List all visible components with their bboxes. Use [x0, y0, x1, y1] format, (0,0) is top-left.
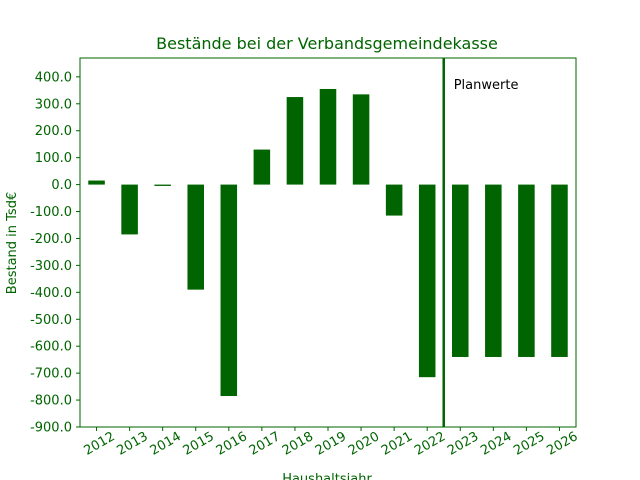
y-tick-label: -900.0: [30, 421, 72, 436]
bar-2023: [452, 184, 469, 357]
y-tick-label: 100.0: [35, 151, 72, 166]
y-tick-label: -700.0: [30, 367, 72, 382]
y-tick-label: -200.0: [30, 232, 72, 247]
bars-group: [88, 88, 568, 397]
x-tick-label-2016: 2016: [214, 429, 250, 459]
x-tick-label-2022: 2022: [412, 429, 448, 459]
x-tick-label-2024: 2024: [478, 429, 514, 459]
x-axis-label: Haushaltsjahr: [282, 472, 372, 480]
bar-2013: [121, 184, 138, 235]
x-tick-label-2018: 2018: [280, 429, 316, 459]
bar-2015: [187, 184, 204, 290]
x-tick-label-2020: 2020: [346, 429, 382, 459]
y-axis-label: Bestand in Tsd€: [5, 192, 20, 294]
bar-2016: [220, 184, 238, 397]
x-tick-label-2019: 2019: [313, 429, 349, 459]
x-tick-label-2015: 2015: [181, 429, 217, 459]
y-tick-label: -600.0: [30, 340, 72, 355]
bar-2025: [518, 184, 535, 357]
x-tick-label-2013: 2013: [115, 429, 151, 459]
bar-2026: [551, 184, 568, 357]
x-tick-label-2026: 2026: [544, 429, 580, 459]
bar-2017: [253, 149, 271, 185]
bar-2021: [385, 184, 403, 216]
x-tick-label-2025: 2025: [511, 429, 547, 459]
x-tick-label-2012: 2012: [81, 429, 117, 459]
bar-2014: [154, 184, 171, 186]
y-tick-label: 400.0: [35, 70, 72, 85]
y-tick-label: 300.0: [35, 97, 72, 112]
y-tick-label: -100.0: [30, 205, 72, 220]
y-tick-label: 0.0: [51, 178, 72, 193]
y-tick-label: -800.0: [30, 394, 72, 409]
bar-2018: [286, 97, 304, 185]
bar-2020: [352, 94, 370, 185]
x-tick-label-2014: 2014: [148, 429, 184, 459]
bar-2022: [418, 184, 436, 378]
y-tick-label: -500.0: [30, 313, 72, 328]
bar-2024: [485, 184, 502, 357]
y-tick-label: 200.0: [35, 124, 72, 139]
x-tick-label-2023: 2023: [445, 429, 481, 459]
bar-2012: [88, 180, 105, 185]
y-tick-label: -300.0: [30, 259, 72, 274]
bar-2019: [319, 88, 337, 185]
chart-title: Bestände bei der Verbandsgemeindekasse: [156, 34, 498, 53]
y-tick-label: -400.0: [30, 286, 72, 301]
x-tick-label-2017: 2017: [247, 429, 283, 459]
planwerte-annotation: Planwerte: [454, 78, 519, 93]
x-axis-ticks: 2012201320142015201620172018201920202021…: [81, 427, 581, 459]
x-tick-label-2021: 2021: [379, 429, 415, 459]
y-axis-ticks: -900.0 -800.0 -700.0 -600.0 -500.0 -400.0 -300…: [30, 70, 80, 436]
plot-frame: [79, 57, 577, 428]
